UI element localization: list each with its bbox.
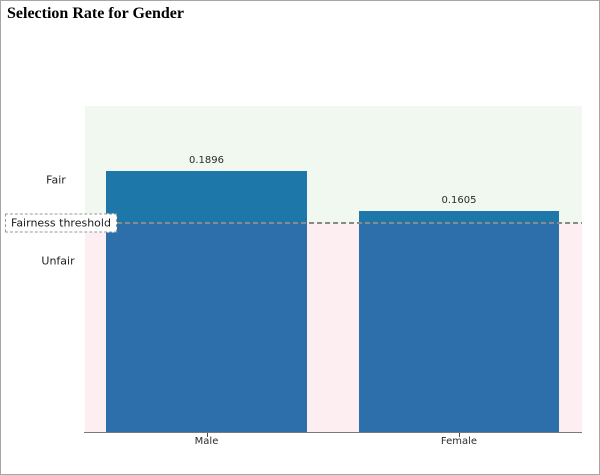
unfair-zone-label: Unfair (41, 254, 75, 268)
fair-zone-label: Fair (46, 173, 66, 187)
x-tick-male (206, 433, 208, 437)
bar-value-label-male: 0.1896 (189, 155, 224, 167)
bar-male[interactable] (106, 171, 307, 432)
x-tick-label-female: Female (440, 436, 478, 447)
bar-value-label-female: 0.1605 (441, 195, 477, 207)
bar-female[interactable] (359, 211, 559, 432)
page-title: Selection Rate for Gender (7, 5, 184, 22)
plot-area (84, 106, 582, 437)
fairness-threshold-label: Fairness threshold (5, 213, 117, 233)
x-tick-female (459, 433, 460, 437)
x-axis-line (84, 432, 582, 433)
x-tick-label-male: Male (194, 436, 219, 447)
